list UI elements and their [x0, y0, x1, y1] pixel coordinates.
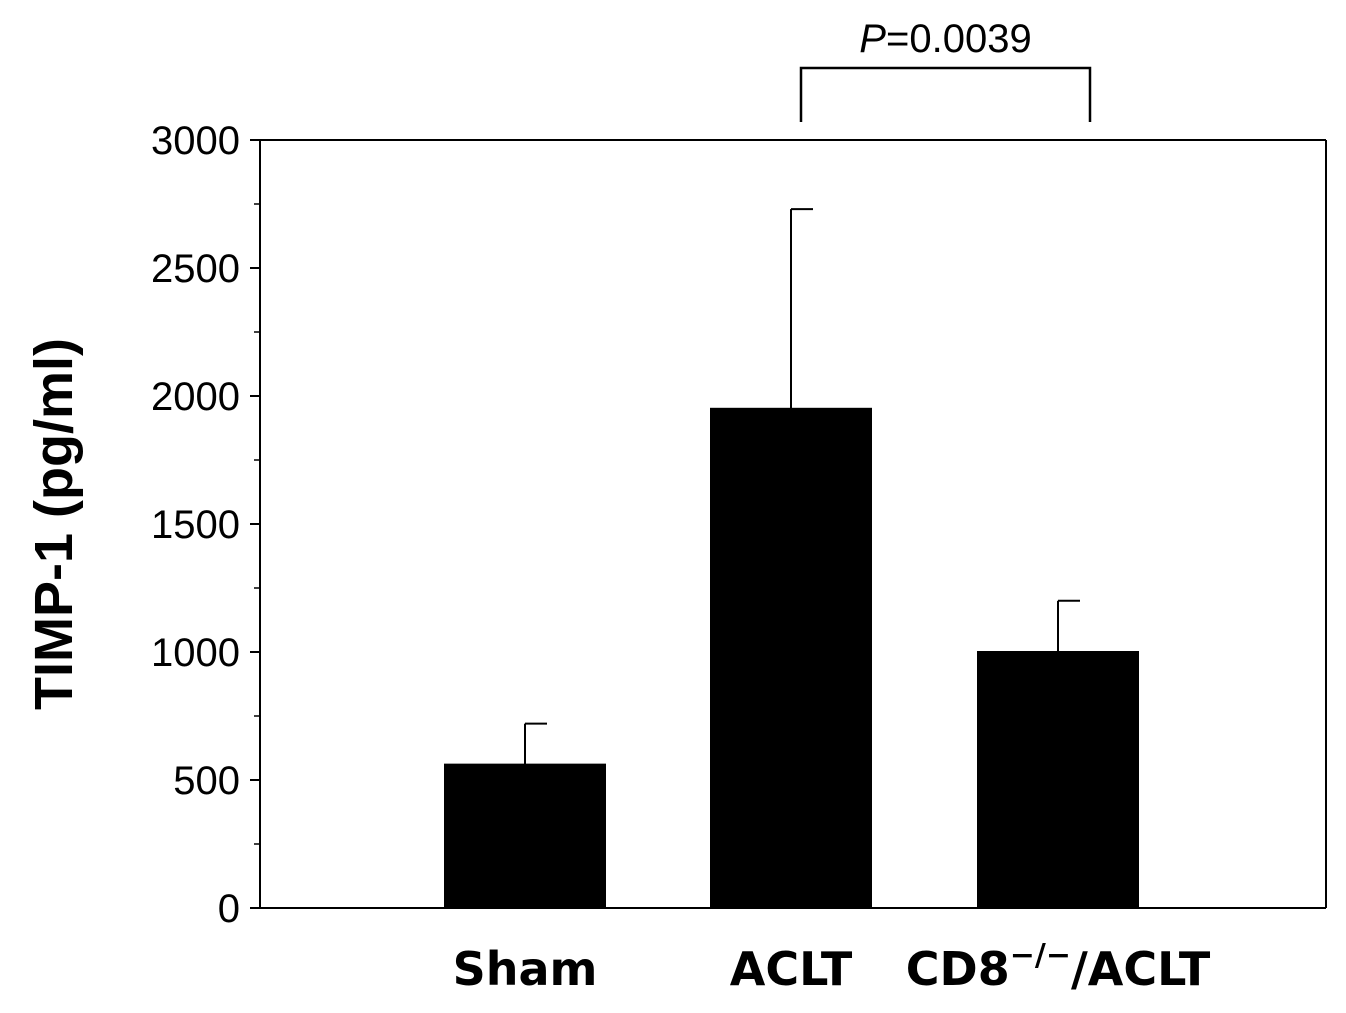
bar	[444, 763, 606, 910]
x-tick-label-main: Sham	[453, 942, 598, 996]
significance-bracket	[799, 66, 1092, 122]
x-tick-label: Sham	[453, 942, 598, 996]
y-tick-label: 1500	[151, 503, 240, 547]
p-value-rest: =0.0039	[886, 17, 1032, 61]
y-axis-title: TIMP-1 (pg/ml)	[24, 338, 84, 710]
error-bars	[524, 208, 1080, 765]
y-tick-label: 0	[218, 887, 240, 931]
x-tick-labels: Sham ACLT CD8−/−/ACLT	[453, 938, 1211, 996]
y-ticks: 0 500 1000 1500 2000 2500 3000	[151, 119, 260, 931]
bars	[444, 407, 1139, 910]
bar	[710, 407, 872, 909]
x-tick-label-main: CD8	[906, 942, 1010, 996]
x-tick-label: CD8−/−/ACLT	[906, 938, 1211, 996]
x-tick-label-suffix: /ACLT	[1071, 942, 1211, 996]
y-tick-label: 2000	[151, 375, 240, 419]
p-value-italic: P	[859, 17, 886, 61]
significance-annotation: P=0.0039	[799, 17, 1092, 122]
p-value-label: P=0.0039	[859, 17, 1031, 61]
x-tick-label-superscript: −/−	[1010, 938, 1071, 973]
bar	[977, 651, 1139, 909]
x-tick-label: ACLT	[730, 942, 853, 996]
x-tick-label-main: ACLT	[730, 942, 853, 996]
y-tick-label: 1000	[151, 631, 240, 675]
y-tick-label: 2500	[151, 247, 240, 291]
y-tick-label: 3000	[151, 119, 240, 163]
y-tick-label: 500	[173, 759, 240, 803]
